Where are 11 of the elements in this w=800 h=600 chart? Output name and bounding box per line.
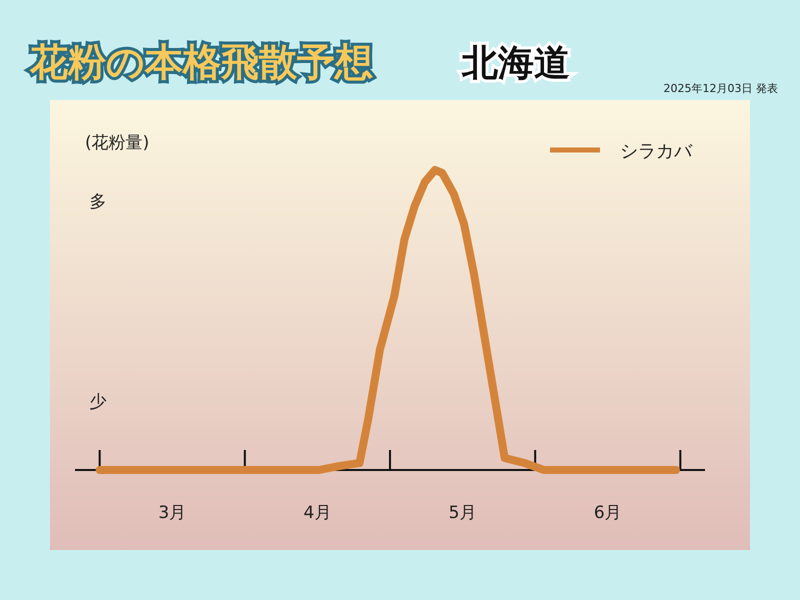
x-tick-label: 5月 bbox=[448, 503, 476, 523]
text: 2025年12月03日 発表 bbox=[664, 82, 778, 95]
x-tick-label: 6月 bbox=[594, 503, 622, 523]
annotation: 多 bbox=[90, 192, 106, 212]
x-tick-label: 3月 bbox=[158, 503, 186, 523]
annotation: 少 bbox=[90, 392, 106, 412]
chart-title: 花粉の本格飛散予想 bbox=[29, 40, 373, 84]
x-tick-label: 4月 bbox=[304, 503, 332, 523]
legend-label: シラカバ bbox=[620, 141, 693, 162]
y-axis-title: (花粉量) bbox=[85, 133, 150, 153]
chart-subtitle: 北海道 bbox=[461, 43, 570, 84]
